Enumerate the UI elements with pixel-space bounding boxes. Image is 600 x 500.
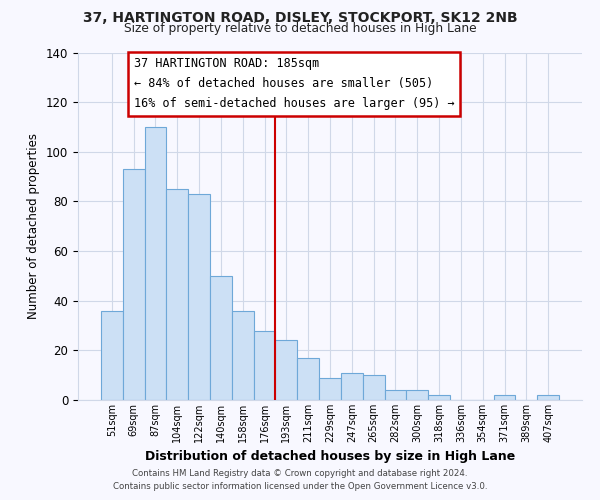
- Bar: [537, 395, 559, 400]
- Bar: [341, 372, 363, 400]
- Bar: [319, 378, 341, 400]
- Bar: [145, 127, 166, 400]
- Bar: [494, 395, 515, 400]
- Bar: [232, 310, 254, 400]
- Bar: [275, 340, 297, 400]
- Bar: [101, 310, 123, 400]
- Text: 37 HARTINGTON ROAD: 185sqm
← 84% of detached houses are smaller (505)
16% of sem: 37 HARTINGTON ROAD: 185sqm ← 84% of deta…: [134, 58, 454, 110]
- Bar: [363, 375, 385, 400]
- Text: Size of property relative to detached houses in High Lane: Size of property relative to detached ho…: [124, 22, 476, 35]
- Bar: [210, 276, 232, 400]
- Bar: [123, 169, 145, 400]
- Y-axis label: Number of detached properties: Number of detached properties: [28, 133, 40, 320]
- X-axis label: Distribution of detached houses by size in High Lane: Distribution of detached houses by size …: [145, 450, 515, 464]
- Bar: [254, 330, 275, 400]
- Bar: [297, 358, 319, 400]
- Bar: [406, 390, 428, 400]
- Text: 37, HARTINGTON ROAD, DISLEY, STOCKPORT, SK12 2NB: 37, HARTINGTON ROAD, DISLEY, STOCKPORT, …: [83, 11, 517, 25]
- Bar: [385, 390, 406, 400]
- Bar: [166, 189, 188, 400]
- Bar: [188, 194, 210, 400]
- Text: Contains HM Land Registry data © Crown copyright and database right 2024.
Contai: Contains HM Land Registry data © Crown c…: [113, 470, 487, 491]
- Bar: [428, 395, 450, 400]
